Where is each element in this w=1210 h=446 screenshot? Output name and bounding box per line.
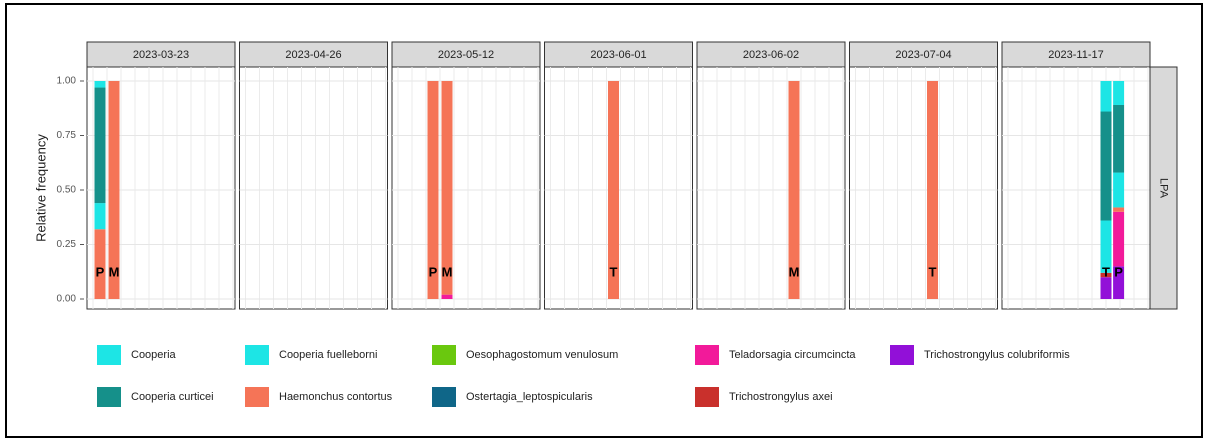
bar-label: M [789, 264, 800, 279]
strip-label: 2023-06-01 [590, 49, 646, 61]
legend-label: Trichostrongylus axei [729, 391, 833, 403]
panel [696, 66, 846, 310]
bar-label: T [1102, 264, 1110, 279]
legend-swatch [97, 387, 121, 407]
bar-label: M [442, 264, 453, 279]
panel [849, 66, 998, 310]
strip-label: 2023-05-12 [438, 49, 494, 61]
legend-swatch [432, 345, 456, 365]
bar-label: P [429, 264, 438, 279]
strip-label: 2023-04-26 [285, 49, 341, 61]
bar-segment [94, 203, 106, 230]
strip-label: 2023-06-02 [743, 49, 799, 61]
bar-segment [108, 81, 120, 299]
bar-segment [441, 294, 453, 299]
y-tick-label: 0.75 [57, 130, 77, 141]
legend-swatch [245, 387, 269, 407]
legend-label: Teladorsagia circumcincta [729, 349, 856, 361]
legend-swatch [890, 345, 914, 365]
y-tick-label: 0.00 [57, 294, 77, 305]
bar-segment [788, 81, 800, 299]
strip-label: 2023-03-23 [133, 49, 189, 61]
bar-label: T [610, 264, 618, 279]
legend-swatch [432, 387, 456, 407]
bar-label: P [96, 264, 105, 279]
strip [696, 41, 846, 68]
bar-label: T [929, 264, 937, 279]
bar-segment [441, 81, 453, 295]
legend-label: Oesophagostomum venulosum [466, 349, 618, 361]
y-axis-label: Relative frequency [33, 134, 48, 242]
legend-label: Haemonchus contortus [279, 391, 393, 403]
legend-label: Ostertagia_leptospicularis [466, 391, 593, 403]
panel [239, 66, 388, 310]
legend-swatch [97, 345, 121, 365]
bar-segment [1113, 104, 1125, 173]
bar-segment [1113, 266, 1125, 299]
y-tick-label: 0.25 [57, 239, 77, 250]
bar-segment [1100, 111, 1112, 221]
legend-swatch [695, 345, 719, 365]
legend-label: Cooperia curticei [131, 391, 214, 403]
bar-segment [1113, 207, 1125, 212]
bar-segment [608, 81, 619, 299]
y-tick-label: 0.50 [57, 185, 77, 196]
strip [544, 41, 693, 68]
bar-segment [1113, 81, 1125, 105]
bar-segment [1100, 81, 1112, 112]
bar-segment [94, 81, 106, 88]
y-tick-label: 1.00 [57, 76, 77, 87]
panel-strip-label: LPA [1158, 178, 1170, 199]
bar-segment [94, 87, 106, 204]
bar-segment [1113, 211, 1125, 267]
legend-swatch [245, 345, 269, 365]
bar-segment [94, 229, 106, 299]
bar-segment [927, 81, 938, 299]
bar-segment [1100, 220, 1112, 273]
strip [849, 41, 998, 68]
panel [1001, 66, 1151, 310]
panel [391, 66, 541, 310]
bar-label: M [109, 264, 120, 279]
bar-segment [1113, 172, 1125, 208]
bar-segment [1100, 272, 1112, 278]
bar-label: P [1114, 264, 1123, 279]
strip-label: 2023-07-04 [895, 49, 951, 61]
legend-label: Trichostrongylus colubriformis [924, 349, 1070, 361]
legend-swatch [695, 387, 719, 407]
bar-segment [1100, 277, 1112, 299]
strip-label: 2023-11-17 [1048, 49, 1103, 61]
panel-strip [1149, 66, 1178, 310]
bar-segment [427, 81, 439, 299]
strip [391, 41, 541, 68]
legend-label: Cooperia fuelleborni [279, 349, 377, 361]
legend-label: Cooperia [131, 349, 177, 361]
